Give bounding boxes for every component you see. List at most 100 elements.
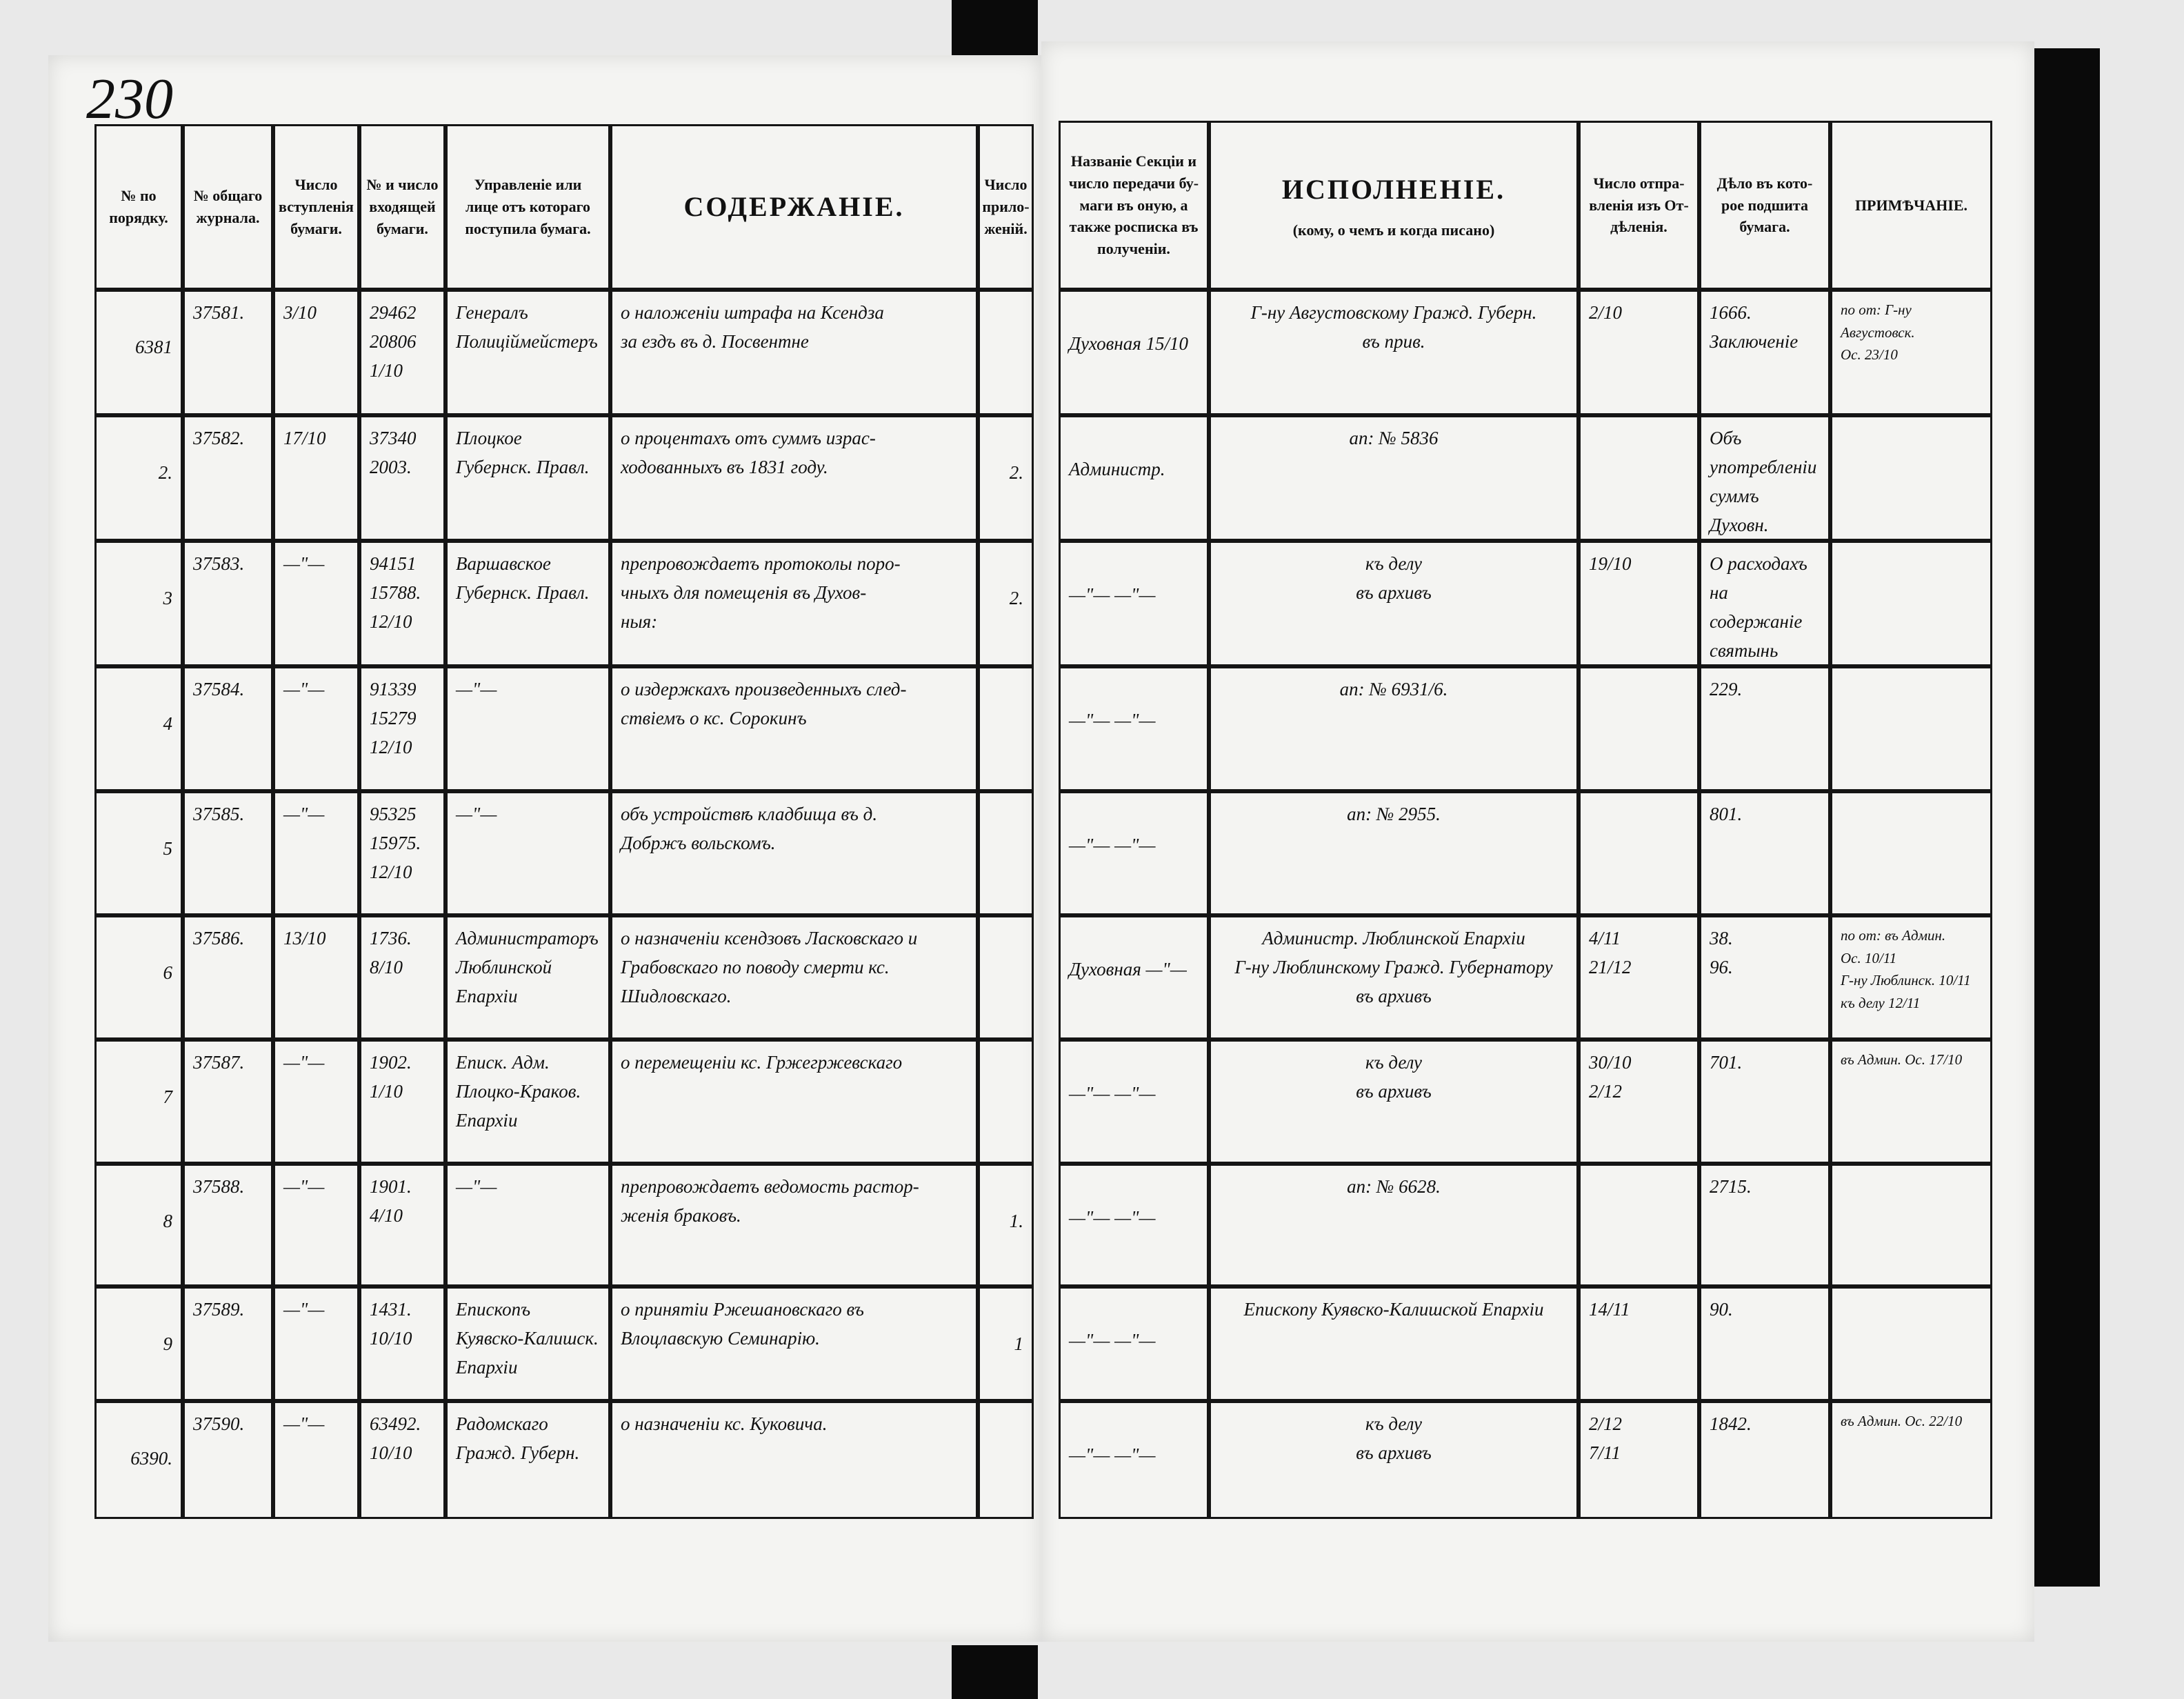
entry-cell: ап: № 6931/6. bbox=[1209, 666, 1579, 791]
entry-cell: 30/10 2/12 bbox=[1579, 1040, 1699, 1164]
entry-cell: 63492. 10/10 bbox=[359, 1401, 445, 1519]
entry-cell bbox=[978, 666, 1034, 791]
gutter-bottom bbox=[952, 1645, 1038, 1699]
entry-cell: 1431. 10/10 bbox=[359, 1286, 445, 1401]
entry-cell: —"— bbox=[273, 1164, 359, 1286]
entry-cell: 701. bbox=[1699, 1040, 1830, 1164]
entry-cell: препровождаетъ протоколы поро- чныхъ для… bbox=[610, 541, 978, 666]
entry-cell bbox=[1830, 666, 1992, 791]
entry-cell: 2/10 bbox=[1579, 290, 1699, 415]
entry-cell: о назначеніи ксендзовъ Ласковскаго и Гра… bbox=[610, 915, 978, 1040]
entry-cell: Варшавское Губернск. Правл. bbox=[445, 541, 610, 666]
gutter-top bbox=[952, 0, 1038, 55]
entry-cell: —"— bbox=[273, 541, 359, 666]
entry-cell: —"— bbox=[445, 1164, 610, 1286]
entry-cell: 4/11 21/12 bbox=[1579, 915, 1699, 1040]
entry-cell: ап: № 2955. bbox=[1209, 791, 1579, 915]
entry-cell bbox=[1830, 1286, 1992, 1401]
entry-cell: —"— —"— bbox=[1059, 541, 1209, 666]
book-spine bbox=[2034, 48, 2100, 1587]
entry-cell: —"— bbox=[273, 1286, 359, 1401]
entry-cell: —"— —"— bbox=[1059, 1286, 1209, 1401]
entry-cell: 1901. 4/10 bbox=[359, 1164, 445, 1286]
entry-cell: 8 bbox=[94, 1164, 183, 1286]
entry-cell: по от: въ Админ. Ос. 10/11 Г-ну Люблинск… bbox=[1830, 915, 1992, 1040]
entry-cell: 6381 bbox=[94, 290, 183, 415]
entry-cell: препровождаетъ ведомость растор- женія б… bbox=[610, 1164, 978, 1286]
entry-cell: о принятіи Ржешановскаго въ Влоцлавскую … bbox=[610, 1286, 978, 1401]
entry-cell: ап: № 5836 bbox=[1209, 415, 1579, 541]
entry-cell: 37584. bbox=[183, 666, 273, 791]
entry-cell: 2715. bbox=[1699, 1164, 1830, 1286]
entry-cell: —"— —"— bbox=[1059, 791, 1209, 915]
entry-cell: 37582. bbox=[183, 415, 273, 541]
entry-cell bbox=[1830, 1164, 1992, 1286]
column-header: № по порядку. bbox=[94, 124, 183, 290]
column-header: ИСПОЛНЕНІЕ. (кому, о чемъ и когда писано) bbox=[1209, 121, 1579, 290]
entry-cell: —"— —"— bbox=[1059, 1401, 1209, 1519]
entry-cell: Г-ну Августовскому Гражд. Губерн. въ при… bbox=[1209, 290, 1579, 415]
entry-cell: О расходахъ на содержаніе святынь Духов. bbox=[1699, 541, 1830, 666]
column-header: Названіе Секціи и число передачи бу- маг… bbox=[1059, 121, 1209, 290]
entry-cell: 37586. bbox=[183, 915, 273, 1040]
entry-cell: 94151 15788. 12/10 bbox=[359, 541, 445, 666]
column-header: № общаго журнала. bbox=[183, 124, 273, 290]
entry-cell: —"— —"— bbox=[1059, 1040, 1209, 1164]
entry-cell: —"— bbox=[273, 666, 359, 791]
entry-cell: Духовная —"— bbox=[1059, 915, 1209, 1040]
entry-cell: къ делу въ архивъ bbox=[1209, 1401, 1579, 1519]
entry-cell: 13/10 bbox=[273, 915, 359, 1040]
page-number: 230 bbox=[86, 67, 173, 131]
entry-cell bbox=[978, 1401, 1034, 1519]
entry-cell: 1. bbox=[978, 1164, 1034, 1286]
column-header: ПРИМѢЧАНІЕ. bbox=[1830, 121, 1992, 290]
entry-cell: къ делу въ архивъ bbox=[1209, 541, 1579, 666]
entry-cell bbox=[1830, 791, 1992, 915]
entry-cell: 37590. bbox=[183, 1401, 273, 1519]
column-header: Дѣло въ кото- рое подшита бумага. bbox=[1699, 121, 1830, 290]
column-header: СОДЕРЖАНІЕ. bbox=[610, 124, 978, 290]
entry-cell: ап: № 6628. bbox=[1209, 1164, 1579, 1286]
entry-cell: 37587. bbox=[183, 1040, 273, 1164]
entry-cell: 14/11 bbox=[1579, 1286, 1699, 1401]
entry-cell: —"— —"— bbox=[1059, 666, 1209, 791]
entry-cell bbox=[978, 915, 1034, 1040]
entry-cell: Администраторъ Люблинской Епархіи bbox=[445, 915, 610, 1040]
entry-cell: Плоцкое Губернск. Правл. bbox=[445, 415, 610, 541]
entry-cell: 1666. Заключеніе bbox=[1699, 290, 1830, 415]
entry-cell bbox=[1579, 1164, 1699, 1286]
entry-cell: 2. bbox=[978, 415, 1034, 541]
entry-cell: 29462 20806 1/10 bbox=[359, 290, 445, 415]
entry-cell: 3 bbox=[94, 541, 183, 666]
entry-cell: 1842. bbox=[1699, 1401, 1830, 1519]
entry-cell bbox=[1579, 791, 1699, 915]
entry-cell: 38. 96. bbox=[1699, 915, 1830, 1040]
entry-cell: 2/12 7/11 bbox=[1579, 1401, 1699, 1519]
entry-cell: о назначеніи кс. Куковича. bbox=[610, 1401, 978, 1519]
entry-cell: 229. bbox=[1699, 666, 1830, 791]
left-page bbox=[48, 55, 1041, 1642]
entry-cell: Администр. bbox=[1059, 415, 1209, 541]
entry-cell: 6390. bbox=[94, 1401, 183, 1519]
column-header: Управленіе или лице отъ котораго поступи… bbox=[445, 124, 610, 290]
entry-cell: 4 bbox=[94, 666, 183, 791]
entry-cell: о процентахъ отъ суммъ израс- ходованных… bbox=[610, 415, 978, 541]
entry-cell: Епископу Куявско-Калишской Епархіи bbox=[1209, 1286, 1579, 1401]
entry-cell: —"— bbox=[273, 1040, 359, 1164]
header-subtitle: (кому, о чемъ и когда писано) bbox=[1292, 221, 1495, 239]
entry-cell: по от: Г-ну Августовск. Ос. 23/10 bbox=[1830, 290, 1992, 415]
column-header: Число прило- женій. bbox=[978, 124, 1034, 290]
entry-cell: 2. bbox=[978, 541, 1034, 666]
entry-cell: 9 bbox=[94, 1286, 183, 1401]
entry-cell bbox=[1579, 415, 1699, 541]
entry-cell: о издержкахъ произведенныхъ след- ствіем… bbox=[610, 666, 978, 791]
entry-cell: въ Админ. Ос. 22/10 bbox=[1830, 1401, 1992, 1519]
entry-cell bbox=[1579, 666, 1699, 791]
header-title: ИСПОЛНЕНІЕ. bbox=[1281, 173, 1506, 205]
entry-cell bbox=[978, 290, 1034, 415]
entry-cell: 7 bbox=[94, 1040, 183, 1164]
entry-cell: въ Админ. Ос. 17/10 bbox=[1830, 1040, 1992, 1164]
entry-cell: о перемещеніи кс. Гржегржевскаго bbox=[610, 1040, 978, 1164]
entry-cell: 37589. bbox=[183, 1286, 273, 1401]
entry-cell: —"— bbox=[273, 1401, 359, 1519]
